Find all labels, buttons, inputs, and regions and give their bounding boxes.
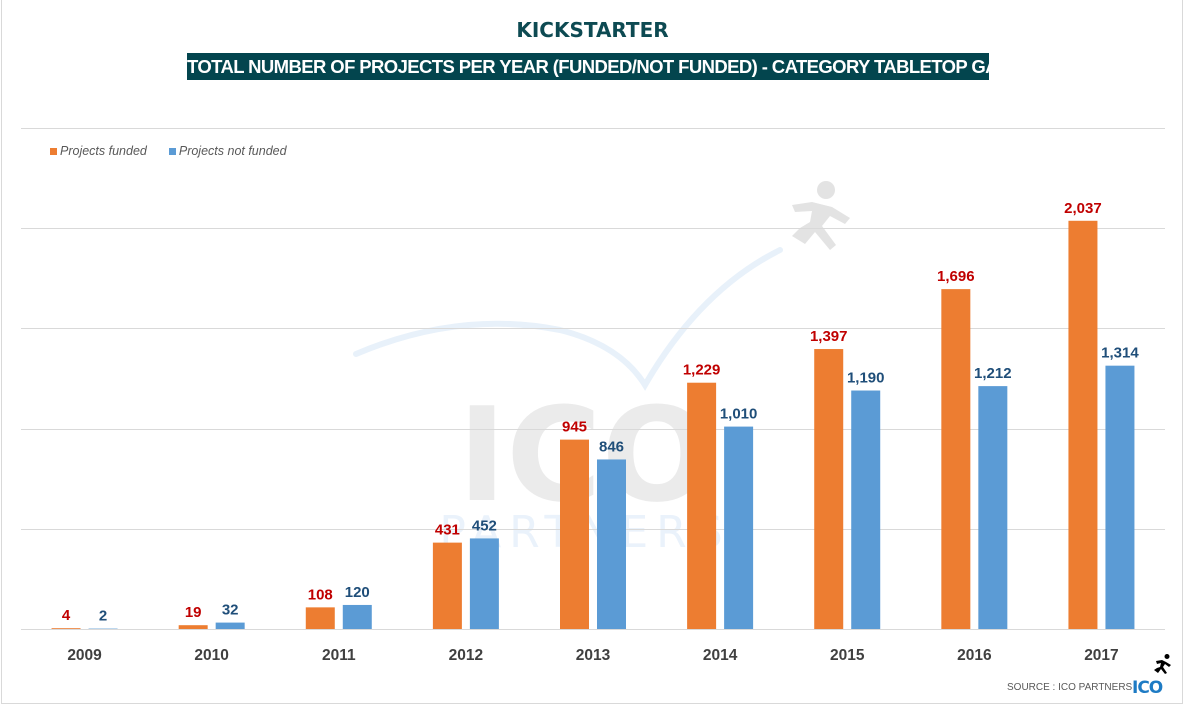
legend-swatch-funded [50,147,57,155]
x-tick-label: 2014 [703,647,738,664]
bar-not-funded-2014 [724,426,754,629]
data-label-funded-2011: 108 [308,586,333,603]
kickstarter-logo: KICKSTARTER [516,18,669,42]
x-tick-label: 2009 [67,647,102,664]
ico-logo: ICO [1132,678,1163,698]
legend-item-not-funded: Projects not funded [168,144,287,158]
data-label-not-funded-2010: 32 [222,602,239,619]
data-label-funded-2012: 431 [435,522,460,539]
legend-item-funded: Projects funded [50,144,147,158]
data-label-not-funded-2015: 1,190 [847,370,885,387]
data-label-funded-2013: 945 [562,419,587,436]
bar-funded-2015 [814,349,844,629]
data-label-funded-2017: 2,037 [1064,200,1102,217]
x-tick-label: 2010 [194,647,228,664]
data-label-funded-2016: 1,696 [937,268,975,285]
data-label-not-funded-2017: 1,314 [1101,345,1139,362]
x-tick-label: 2015 [830,647,865,664]
bar-funded-2017 [1068,220,1098,629]
data-label-not-funded-2016: 1,212 [974,365,1012,382]
data-label-not-funded-2013: 846 [599,438,624,455]
data-label-funded-2010: 19 [185,604,202,621]
watermark-runner-icon [792,181,850,250]
data-label-not-funded-2014: 1,010 [720,406,758,423]
bar-funded-2016 [941,289,971,629]
bar-not-funded-2016 [978,386,1008,629]
bar-funded-2014 [687,382,717,629]
x-tick-label: 2016 [957,647,992,664]
data-label-not-funded-2009: 2 [99,608,107,625]
chart-legend: Projects funded Projects not funded [50,144,287,158]
data-label-funded-2014: 1,229 [683,362,721,379]
data-label-funded-2015: 1,397 [810,328,848,345]
legend-label-not-funded: Projects not funded [178,144,287,158]
bar-not-funded-2013 [597,459,626,629]
bar-funded-2012 [432,542,462,629]
data-label-not-funded-2011: 120 [345,584,370,601]
data-label-not-funded-2012: 452 [472,517,497,534]
bar-funded-2010 [178,625,208,629]
ico-runner-icon [1154,654,1171,674]
legend-swatch-not-funded [168,147,176,155]
x-tick-label: 2012 [449,647,483,664]
legend-label-funded: Projects funded [60,144,147,158]
source-note: SOURCE : ICO PARTNERS [1007,682,1133,693]
bar-not-funded-2011 [342,604,372,629]
bar-not-funded-2010 [215,622,245,629]
bar-funded-2009 [51,628,81,629]
x-tick-label: 2013 [576,647,611,664]
data-label-funded-2009: 4 [62,607,71,624]
bar-funded-2011 [305,607,335,629]
chart-title: TOTAL NUMBER OF PROJECTS PER YEAR (FUNDE… [187,53,1037,80]
bar-not-funded-2017 [1105,365,1135,629]
bar-funded-2013 [560,439,589,629]
watermark-swoosh-icon [353,247,783,391]
bar-not-funded-2015 [851,390,881,629]
bar-not-funded-2012 [469,538,499,629]
x-tick-label: 2017 [1084,647,1118,664]
x-tick-label: 2011 [322,647,356,664]
